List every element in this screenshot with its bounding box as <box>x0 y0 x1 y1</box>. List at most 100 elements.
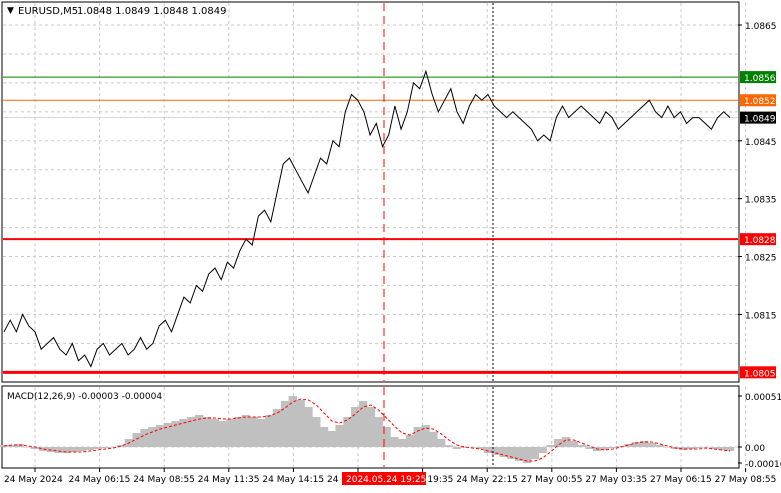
macd-bar <box>655 445 664 447</box>
macd-bar <box>632 442 641 447</box>
macd-bar <box>663 447 672 448</box>
macd-bar <box>538 447 547 453</box>
macd-bar <box>491 447 501 455</box>
macd-bar <box>194 415 204 447</box>
macd-bar <box>499 447 508 457</box>
macd-bar <box>421 425 430 447</box>
level-tag-1.0849 <box>740 111 776 124</box>
price-tick-label: 1.0865 <box>745 22 777 32</box>
macd-bar <box>569 441 579 447</box>
macd-bar <box>429 432 438 447</box>
time-tick-label: 24 May 06:15 <box>69 475 131 485</box>
level-tag-1.0805 <box>740 366 776 379</box>
macd-bar <box>554 439 563 447</box>
time-tick-label: 24 May 14:15 <box>262 475 324 485</box>
macd-crosshair <box>383 387 494 467</box>
macd-bar <box>694 447 703 448</box>
macd-bar <box>561 437 571 447</box>
macd-bar <box>475 447 485 449</box>
macd-bar <box>725 447 735 451</box>
macd-bar <box>273 409 282 447</box>
time-tick-label: 24 May 11:35 <box>198 475 260 485</box>
level-tag-text-1.0852: 1.0852 <box>744 97 776 107</box>
crosshair-time-label: 2024.05.24 19:25 <box>342 472 426 485</box>
macd-bar <box>608 447 618 448</box>
macd-bar <box>140 429 149 447</box>
price-series-line <box>3 69 731 368</box>
macd-bar <box>413 427 422 447</box>
crosshair <box>383 3 494 381</box>
macd-bar <box>241 415 251 447</box>
macd-bar <box>702 447 711 448</box>
macd-bar <box>233 417 243 447</box>
macd-bar <box>210 419 219 447</box>
macd-bar <box>343 417 352 447</box>
macd-bar <box>507 447 516 459</box>
macd-bar <box>639 441 649 447</box>
macd-bar <box>312 417 321 447</box>
macd-bar <box>522 447 532 463</box>
price-panel[interactable] <box>1 1 740 383</box>
macd-bar <box>319 427 329 447</box>
macd-axis: 0.00051 0.00 -0.00016 <box>738 393 781 470</box>
macd-bar <box>171 421 180 447</box>
macd-bar <box>7 445 17 447</box>
macd-bar <box>358 401 368 447</box>
level-tag-text-1.0856: 1.0856 <box>744 74 776 84</box>
macd-bar <box>304 407 313 447</box>
macd-bar <box>288 396 298 447</box>
crosshair-time-tag <box>342 472 426 485</box>
symbol-dropdown-icon[interactable]: ▼ <box>7 6 14 16</box>
macd-bar <box>257 419 266 447</box>
time-tick-label: 24 May 22:15 <box>456 475 518 485</box>
macd-bar <box>686 447 696 449</box>
macd-bar <box>483 447 493 453</box>
macd-bar <box>710 447 719 449</box>
macd-bar <box>116 445 126 447</box>
macd-bar <box>226 419 235 447</box>
time-tick-label: 27 May 08:55 <box>715 475 777 485</box>
macd-bar <box>460 447 469 448</box>
time-tick-label: 27 May 03:35 <box>585 475 647 485</box>
macd-bar <box>405 435 415 447</box>
macd-bar <box>148 427 157 447</box>
macd-tick-label: 0.00051 <box>745 393 781 403</box>
macd-bar <box>85 447 95 450</box>
macd-bar <box>202 417 212 447</box>
macd-bar <box>265 415 274 447</box>
time-tick-label: 24 May 08:55 <box>133 475 195 485</box>
macd-bar <box>46 447 56 452</box>
macd-bar <box>70 447 79 452</box>
time-tick-label: 27 May 06:15 <box>650 475 712 485</box>
price-grid <box>3 3 747 381</box>
price-tick-label: 1.0835 <box>745 196 777 206</box>
macd-signal-line <box>3 398 731 462</box>
level-tag-1.0856 <box>740 71 776 84</box>
macd-bar <box>23 447 32 448</box>
macd-bar <box>436 439 446 447</box>
macd-label: MACD(12,26,9) -0.00003 -0.00004 <box>7 392 162 402</box>
macd-bar <box>218 421 227 447</box>
level-lines <box>3 76 738 374</box>
macd-tick-label: -0.00016 <box>745 460 781 470</box>
macd-tick-label: 0.00 <box>745 444 765 454</box>
macd-bar <box>187 417 196 447</box>
macd-bar <box>327 431 337 447</box>
chart-symbol: EURUSD,M5 <box>18 6 78 17</box>
macd-histogram <box>0 396 735 463</box>
macd-bar <box>444 445 454 447</box>
chart-ohlc: 1.0848 1.0849 1.0848 1.0849 <box>77 6 227 17</box>
macd-bar <box>77 447 87 451</box>
macd-bar <box>54 447 63 453</box>
level-tag-text-1.0805: 1.0805 <box>744 369 776 379</box>
level-tag-1.0828 <box>740 233 776 246</box>
macd-bar <box>530 447 540 459</box>
macd-bar <box>585 447 594 449</box>
macd-bar <box>109 447 118 448</box>
macd-bar <box>452 447 461 449</box>
macd-bar <box>155 425 165 447</box>
level-labels: 1.0856 1.0852 1.0849 1.0828 1.0805 <box>740 71 776 379</box>
macd-bar <box>366 407 376 447</box>
